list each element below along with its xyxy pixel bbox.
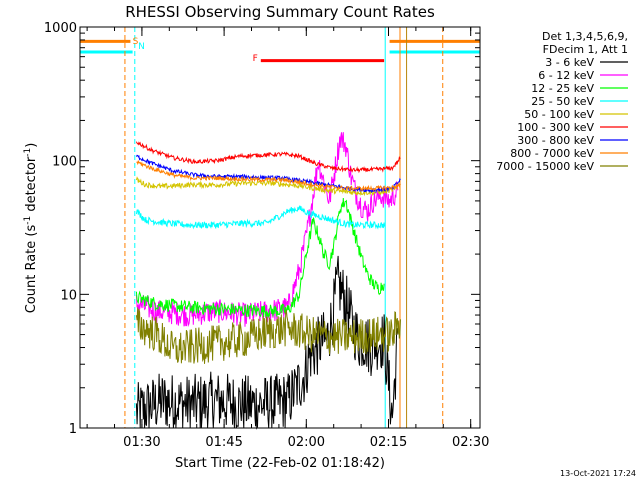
chart-title: RHESSI Observing Summary Count Rates [125,3,435,21]
legend-header-line-2: FDecim 1, Att 1 [543,43,628,56]
series-line-3 [135,205,386,230]
legend-entry-label-0: 3 - 6 keV [545,56,594,69]
x-tick-label-4: 02:30 [452,435,489,450]
legend-header-line-1: Det 1,3,4,5,6,9, [542,30,628,43]
generated-timestamp: 13-Oct-2021 17:24 [560,469,636,478]
x-tick-label-3: 02:15 [370,435,407,450]
legend-entry-label-2: 12 - 25 keV [531,82,594,95]
legend-entry-label-7: 800 - 7000 keV [510,147,594,160]
flag-letter-n: N [138,42,145,52]
y-tick-label-0: 1 [69,422,77,437]
legend-entry-label-6: 300 - 800 keV [517,134,594,147]
series-line-8 [135,307,401,364]
legend-entry-label-3: 25 - 50 keV [531,95,594,108]
legend-entry-label-4: 50 - 100 keV [524,108,594,121]
series-layer [135,132,401,430]
flag-letter-f: F [253,54,258,64]
plot-annotations-layer: S N F [80,27,480,428]
series-line-4 [135,176,399,197]
x-tick-label-0: 01:30 [123,435,160,450]
legend-entry-label-8: 7000 - 15000 keV [496,160,594,173]
y-tick-label-2: 100 [52,155,77,170]
y-axis-label: Count Rate (s-1 detector-1) [23,143,39,314]
series-line-5 [135,141,401,174]
x-tick-label-2: 02:00 [288,435,325,450]
y-tick-label-1: 10 [60,288,77,303]
flag-letter-s: S [133,37,139,47]
y-tick-label-3: 1000 [44,21,77,36]
series-line-2 [135,197,385,319]
plot-frame [79,26,481,429]
x-axis-label: Start Time (22-Feb-02 01:18:42) [175,456,385,471]
x-tick-label-1: 01:45 [205,435,242,450]
series-line-7 [136,160,401,192]
legend-entry-label-5: 100 - 300 keV [517,121,594,134]
series-line-1 [135,132,399,328]
axes-layer: 01:30 01:45 02:00 02:15 02:30 1 10 100 1000 [44,21,490,450]
legend-entry-label-1: 6 - 12 keV [538,69,594,82]
legend: Det 1,3,4,5,6,9, FDecim 1, Att 1 3 - 6 k… [496,30,628,173]
